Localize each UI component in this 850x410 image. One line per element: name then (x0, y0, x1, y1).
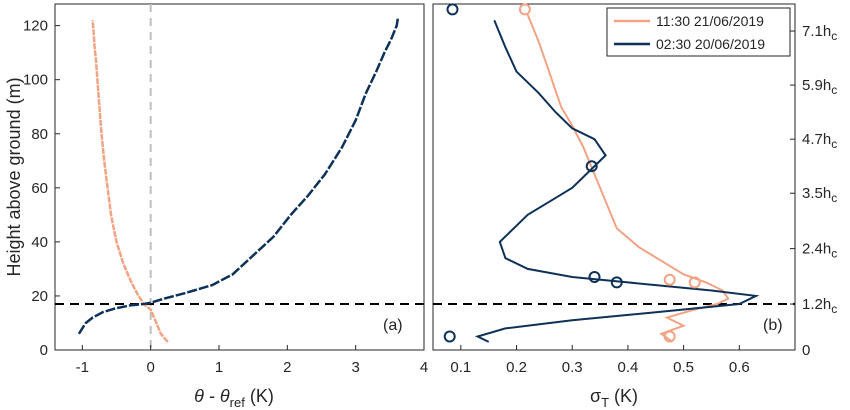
y-tick-label: 60 (31, 180, 48, 197)
x-tick-label: 0.6 (729, 359, 750, 376)
right-tick-label: 4.7hc (802, 131, 837, 151)
panel-b-label: (b) (763, 317, 783, 334)
ref-subscript: ref (230, 395, 246, 410)
y-tick-label: 0 (40, 342, 48, 359)
afternoon-theta-profile (91, 20, 169, 343)
right-tick-subscript: c (831, 302, 837, 316)
right-tick-subscript: c (831, 137, 837, 151)
marker-afternoon (688, 276, 701, 289)
x-tick-label: 2 (283, 359, 291, 376)
x-tick-label: -1 (76, 359, 89, 376)
y-tick-label: 80 (31, 126, 48, 143)
x-tick-label: 0 (146, 359, 154, 376)
panel-b-right-ticks: 0 1.2hc 2.4hc 3.5hc 4.7hc 5.9hc 7.1hc (790, 23, 837, 359)
marker-night (588, 271, 601, 284)
marker-night (446, 3, 459, 16)
x-tick-label: 0.4 (617, 359, 638, 376)
afternoon-sigma-profile (526, 14, 730, 343)
marker-afternoon (518, 3, 531, 16)
panel-a-frame (54, 3, 425, 351)
panel-a-x-ticks: -1 0 1 2 3 4 (76, 345, 428, 376)
right-tick-label: 3.5hc (802, 185, 837, 205)
right-tick-label: 7.1hc (802, 23, 837, 43)
x-tick-label: 3 (351, 359, 359, 376)
right-tick-label: 5.9hc (802, 77, 837, 97)
right-tick-subscript: c (831, 29, 837, 43)
y-tick-label: 100 (23, 72, 48, 89)
legend-label-afternoon: 11:30 21/06/2019 (656, 13, 764, 29)
marker-afternoon (663, 273, 676, 286)
t-subscript: T (601, 395, 609, 410)
panel-a-y-ticks: 0 20 40 60 80 100 120 (23, 18, 60, 359)
panel-b-x-ticks: 0.1 0.2 0.3 0.4 0.5 0.6 (450, 345, 750, 376)
x-unit: (K) (245, 386, 274, 406)
panel-b: 0.1 0.2 0.3 0.4 0.5 0.6 0 1.2hc 2.4hc 3.5hc 4.7hc… (432, 3, 837, 410)
marker-night (443, 330, 456, 343)
right-tick-subscript: c (831, 191, 837, 205)
legend-label-night: 02:30 20/06/2019 (656, 36, 765, 52)
panel-b-x-axis-label: σT (K) (590, 386, 638, 410)
panel-a-x-axis-label: θ - θref (K) (194, 386, 274, 410)
panel-a: -1 0 1 2 3 4 0 20 40 60 80 100 120 (a) Height above… (4, 3, 428, 410)
sonic-markers (443, 3, 701, 343)
marker-afternoon (663, 330, 676, 343)
legend: 11:30 21/06/2019 02:30 20/06/2019 (606, 7, 791, 57)
right-tick-label: 1.2hc (802, 296, 837, 316)
night-theta-profile (77, 17, 400, 335)
legend-box (606, 7, 791, 57)
marker-night (610, 276, 623, 289)
x-tick-label: 4 (420, 359, 428, 376)
panel-a-label: (a) (383, 317, 403, 334)
right-tick-subscript: c (831, 247, 837, 261)
right-tick-label: 0 (802, 342, 810, 359)
theta-symbol: θ - θ (194, 386, 230, 406)
x-unit: (K) (609, 386, 638, 406)
x-tick-label: 0.3 (562, 359, 583, 376)
y-tick-label: 40 (31, 234, 48, 251)
right-tick-subscript: c (831, 83, 837, 97)
x-tick-label: 1 (215, 359, 223, 376)
y-tick-label: 120 (23, 18, 48, 35)
y-tick-label: 20 (31, 288, 48, 305)
x-tick-label: 0.2 (506, 359, 527, 376)
x-tick-label: 0.5 (673, 359, 694, 376)
marker-night (585, 160, 598, 173)
y-axis-label: Height above ground (m) (4, 77, 24, 276)
x-tick-label: 0.1 (450, 359, 471, 376)
night-sigma-profile (474, 19, 760, 343)
right-tick-label: 2.4hc (802, 241, 837, 261)
sigma-symbol: σ (590, 386, 601, 406)
